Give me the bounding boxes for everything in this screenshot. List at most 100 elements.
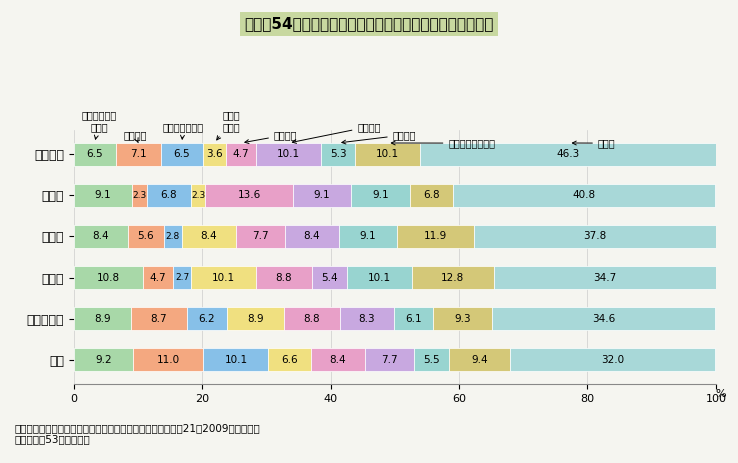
Text: 5.3: 5.3 — [330, 149, 346, 159]
Bar — [321, 143, 355, 166]
Bar — [128, 225, 164, 248]
Bar — [432, 307, 492, 330]
Text: 9.1: 9.1 — [94, 190, 111, 200]
Bar — [285, 225, 339, 248]
Text: 2.3: 2.3 — [191, 191, 205, 200]
Bar — [256, 143, 321, 166]
Bar — [74, 307, 131, 330]
Text: 5.5: 5.5 — [424, 355, 440, 365]
Text: 9.1: 9.1 — [360, 232, 376, 241]
Text: 10.1: 10.1 — [376, 149, 399, 159]
Bar — [74, 348, 133, 371]
Bar — [365, 348, 414, 371]
Text: 6.6: 6.6 — [281, 355, 298, 365]
Bar — [235, 225, 285, 248]
Bar — [474, 225, 717, 248]
Text: 6.2: 6.2 — [199, 313, 215, 324]
Bar — [412, 266, 494, 289]
Text: 8.8: 8.8 — [275, 273, 292, 282]
Bar — [74, 143, 116, 166]
Text: 人口定住: 人口定住 — [123, 130, 147, 143]
Bar — [255, 266, 312, 289]
Text: 商店街
活性化: 商店街 活性化 — [217, 110, 240, 140]
Text: 46.3: 46.3 — [557, 149, 580, 159]
Bar — [74, 225, 128, 248]
Bar — [293, 184, 351, 206]
Bar — [226, 143, 256, 166]
Text: 9.1: 9.1 — [314, 190, 331, 200]
Text: 6.8: 6.8 — [423, 190, 440, 200]
Text: 2.7: 2.7 — [175, 273, 189, 282]
Bar — [143, 266, 173, 289]
Bar — [453, 184, 715, 206]
Text: 9.3: 9.3 — [455, 313, 471, 324]
Text: 7.1: 7.1 — [130, 149, 147, 159]
Text: 9.1: 9.1 — [372, 190, 389, 200]
Text: 9.2: 9.2 — [95, 355, 111, 365]
Text: 6.8: 6.8 — [160, 190, 177, 200]
Text: 13.6: 13.6 — [238, 190, 261, 200]
Text: 8.4: 8.4 — [200, 232, 217, 241]
Bar — [227, 307, 283, 330]
Text: 32.0: 32.0 — [601, 355, 624, 365]
Text: 34.7: 34.7 — [593, 273, 617, 282]
Text: 8.8: 8.8 — [304, 313, 320, 324]
Bar — [312, 266, 347, 289]
Text: 6.5: 6.5 — [86, 149, 103, 159]
Text: 観光振興: 観光振興 — [292, 122, 381, 144]
Text: 5.4: 5.4 — [321, 273, 338, 282]
Text: 11.0: 11.0 — [156, 355, 180, 365]
Bar — [147, 184, 190, 206]
Bar — [164, 225, 182, 248]
Text: 4.7: 4.7 — [150, 273, 167, 282]
Bar — [132, 184, 147, 206]
Bar — [393, 307, 432, 330]
Text: 8.9: 8.9 — [94, 313, 111, 324]
Bar — [510, 348, 715, 371]
Text: 10.1: 10.1 — [212, 273, 235, 282]
Text: %: % — [716, 389, 726, 399]
Text: 図３－54　地域活性化のためにさらに力を入れるべき取組: 図３－54 地域活性化のためにさらに力を入れるべき取組 — [244, 16, 494, 31]
Text: 7.7: 7.7 — [252, 232, 269, 241]
Text: 10.1: 10.1 — [368, 273, 390, 282]
Bar — [311, 348, 365, 371]
Text: 5.6: 5.6 — [137, 232, 154, 241]
Text: 10.1: 10.1 — [224, 355, 247, 365]
Bar — [355, 143, 420, 166]
Text: 8.4: 8.4 — [92, 232, 109, 241]
Bar — [190, 266, 255, 289]
Text: 8.4: 8.4 — [329, 355, 346, 365]
Bar — [190, 184, 205, 206]
Bar — [133, 348, 204, 371]
Bar — [204, 348, 269, 371]
Bar — [397, 225, 474, 248]
Text: 3.6: 3.6 — [206, 149, 223, 159]
Bar — [340, 307, 393, 330]
Text: 6.1: 6.1 — [405, 313, 421, 324]
Text: 8.7: 8.7 — [151, 313, 168, 324]
Bar — [347, 266, 412, 289]
Bar — [339, 225, 397, 248]
Text: 4.7: 4.7 — [232, 149, 249, 159]
Text: 環境対策: 環境対策 — [342, 130, 416, 144]
Bar — [414, 348, 449, 371]
Text: 農林水産業対策: 農林水産業対策 — [162, 122, 204, 139]
Text: 12.8: 12.8 — [441, 273, 464, 282]
Text: 8.4: 8.4 — [304, 232, 320, 241]
Text: 11.9: 11.9 — [424, 232, 447, 241]
Text: 地域ブランド強化: 地域ブランド強化 — [391, 138, 495, 148]
Bar — [410, 184, 453, 206]
Text: 資料：総務省「地域力創造に関する首長アンケート」（平成21（2009）年３月）
注：図３－53の注釈参照: 資料：総務省「地域力創造に関する首長アンケート」（平成21（2009）年３月） … — [15, 423, 261, 444]
Text: 9.4: 9.4 — [472, 355, 488, 365]
Bar — [74, 266, 143, 289]
Bar — [131, 307, 187, 330]
Text: 2.3: 2.3 — [133, 191, 147, 200]
Text: 10.1: 10.1 — [277, 149, 300, 159]
Bar — [187, 307, 227, 330]
Bar — [269, 348, 311, 371]
Bar — [283, 307, 340, 330]
Text: その他: その他 — [573, 138, 615, 148]
Text: 7.7: 7.7 — [381, 355, 398, 365]
Bar — [161, 143, 203, 166]
Text: 34.6: 34.6 — [592, 313, 615, 324]
